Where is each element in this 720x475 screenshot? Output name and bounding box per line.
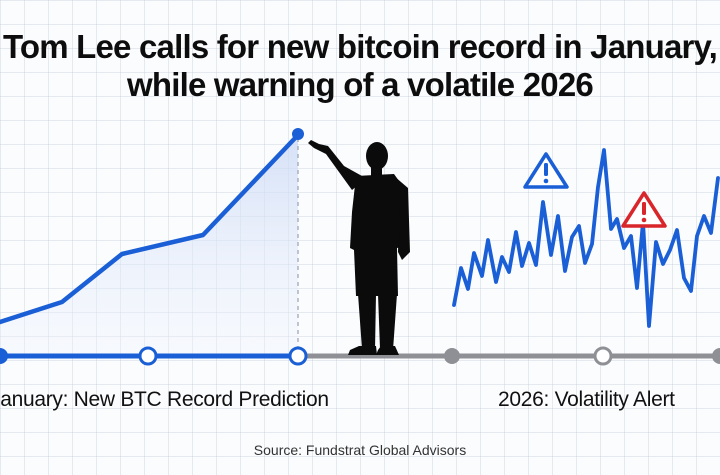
warning-triangle-icon bbox=[523, 152, 569, 189]
warning-triangle-icon bbox=[621, 191, 667, 228]
timeline-node bbox=[712, 348, 720, 364]
headline: Tom Lee calls for new bitcoin record in … bbox=[0, 28, 720, 104]
headline-line-2: while warning of a volatile 2026 bbox=[127, 66, 594, 103]
timeline-node bbox=[138, 346, 158, 366]
source-credit: Source: Fundstrat Global Advisors bbox=[253, 442, 467, 458]
volatility-alert-label: 2026: Volatility Alert bbox=[498, 388, 675, 411]
volatility-line bbox=[452, 148, 720, 328]
timeline-node bbox=[288, 346, 308, 366]
january-prediction-label: January: New BTC Record Prediction bbox=[0, 388, 329, 411]
peak-point bbox=[292, 128, 304, 140]
timeline-node bbox=[593, 346, 613, 366]
rising-area-fill bbox=[0, 135, 298, 356]
timeline-node bbox=[0, 348, 8, 364]
rising-prediction-line bbox=[0, 132, 301, 325]
timeline-node bbox=[444, 348, 460, 364]
pointing-man-silhouette bbox=[308, 140, 410, 355]
headline-line-1: Tom Lee calls for new bitcoin record in … bbox=[2, 28, 718, 65]
